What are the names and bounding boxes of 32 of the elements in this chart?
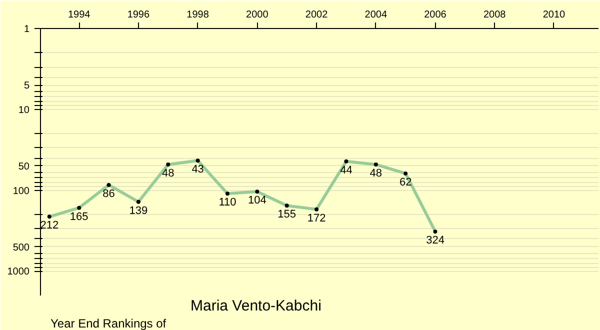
x-tick-label: 2002: [305, 10, 328, 20]
data-label: 324: [426, 234, 444, 247]
data-label: 48: [162, 167, 174, 180]
data-label: 43: [192, 164, 204, 176]
y-tick-label: 1000: [7, 266, 30, 278]
data-label: 139: [129, 204, 148, 217]
data-label: 172: [307, 212, 326, 224]
x-tick-label: 2004: [364, 10, 388, 20]
data-label: 86: [102, 188, 115, 200]
y-tick-label: 50: [18, 161, 30, 172]
data-label: 165: [70, 210, 88, 223]
x-tick-label: 2010: [542, 10, 566, 20]
data-label: 155: [278, 208, 296, 221]
data-label: 212: [40, 220, 59, 232]
text: Year End Rankings of: [50, 316, 167, 330]
x-tick-label: 1996: [127, 10, 150, 20]
data-label: 104: [248, 194, 266, 207]
x-tick-label: 2006: [424, 10, 447, 20]
x-tick-label: 2000: [246, 10, 269, 20]
x-tick-label: 1998: [186, 10, 210, 20]
y-tick-label: 100: [12, 186, 30, 197]
y-tick-label: 500: [12, 242, 30, 254]
data-label: 44: [340, 164, 352, 176]
y-tick-label: 1: [24, 24, 30, 35]
y-tick-label: 5: [24, 80, 30, 92]
text: Maria Vento-Kabchi: [190, 298, 322, 314]
data-label: 48: [370, 167, 382, 180]
data-label: 110: [218, 196, 236, 209]
data-label: 62: [399, 176, 412, 188]
x-tick-label: 1994: [68, 10, 91, 20]
x-tick-label: 2008: [483, 10, 506, 20]
y-tick-label: 10: [18, 104, 30, 116]
